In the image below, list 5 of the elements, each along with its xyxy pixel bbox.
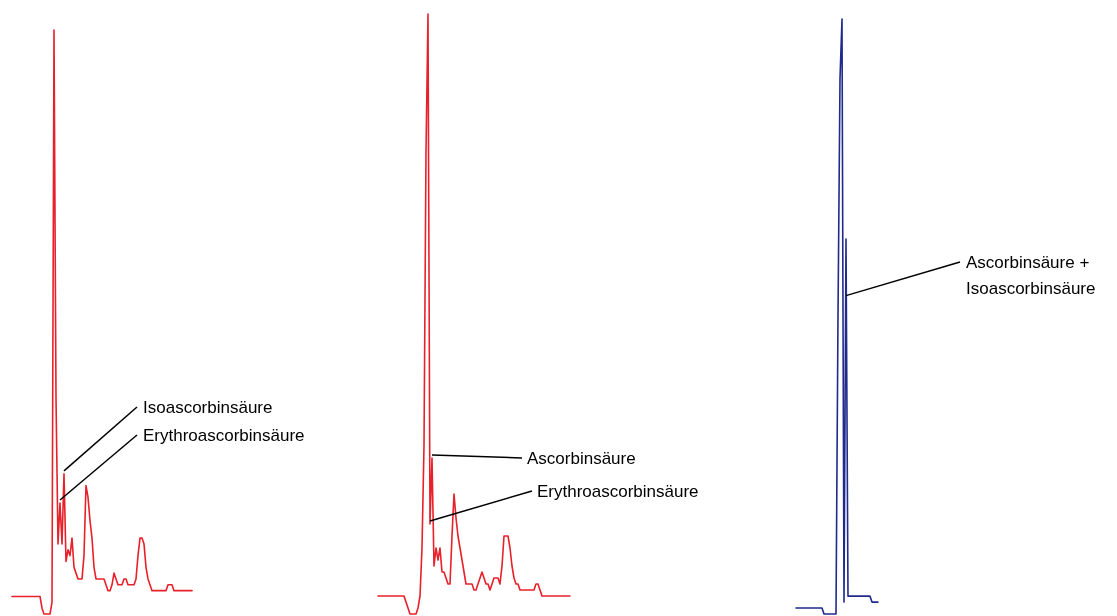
annotation: Erythroascorbinsäure: [537, 482, 699, 501]
annotation: Erythroascorbinsäure: [143, 426, 305, 445]
text: Ascorbinsäure + Isoascorbinsäure: [966, 253, 1096, 298]
annotation: Ascorbinsäure: [527, 449, 636, 468]
annotation: Isoascorbinsäure: [143, 398, 273, 417]
